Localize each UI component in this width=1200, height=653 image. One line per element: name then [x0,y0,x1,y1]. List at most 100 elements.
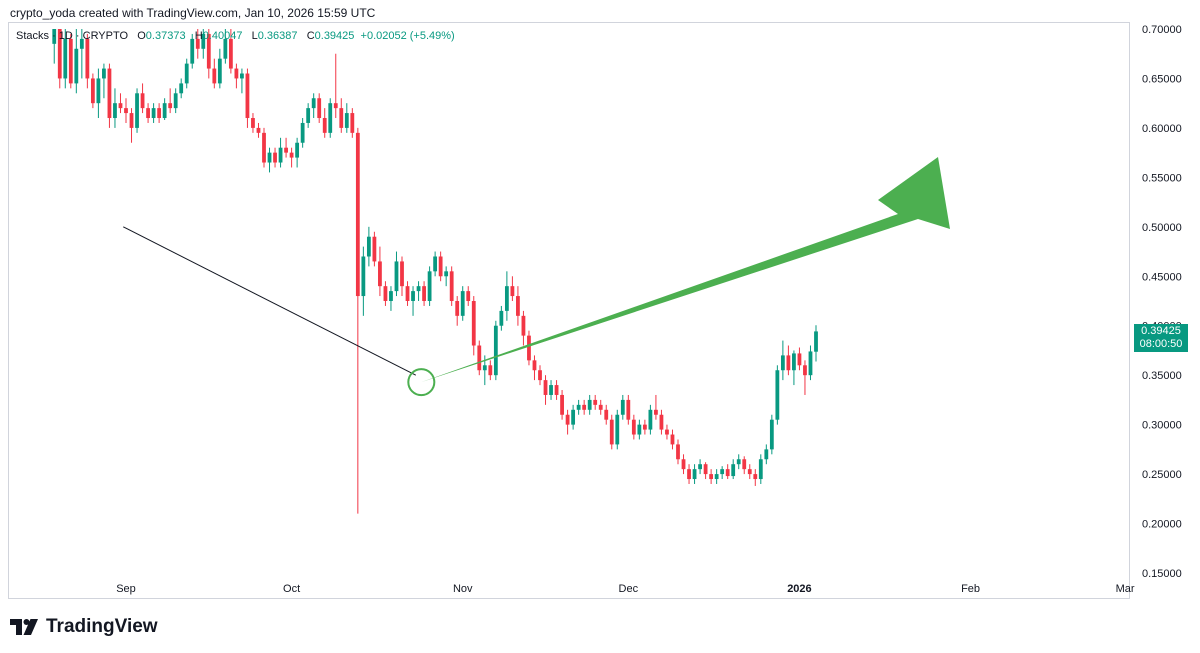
candle-body [135,93,139,128]
candle-body [814,331,818,352]
candle-body [85,38,90,79]
candle-body [79,38,84,49]
candle-body [124,108,128,114]
candle-body [488,365,493,376]
candle-body [339,108,344,128]
candle-body [328,103,333,133]
candle-body [295,142,300,158]
legend-symbol: Stacks · 1D · CRYPTO [16,30,129,42]
candle-body [355,132,360,297]
candle-body [74,48,79,84]
y-tick-label: 0.55000 [1142,172,1182,184]
candle-body [256,127,261,133]
candle-body [190,38,195,64]
candle-body [350,113,355,133]
legend-low-label: L [251,30,258,42]
header-caption: crypto_yoda created with TradingView.com… [10,6,376,20]
candle-body [173,93,178,109]
candle-body [471,301,476,346]
tradingview-logo-icon [10,619,38,635]
candle-body [400,261,404,287]
candle-body [698,464,702,470]
candle-body [598,404,603,410]
last-price-value: 0.39425 [1141,325,1181,337]
candle-body [576,404,581,410]
candle-body [720,469,725,475]
candle-body [521,315,526,336]
candle-body [775,370,780,420]
candle-body [201,33,206,49]
legend-close-label: C [306,30,315,42]
y-tick-label: 0.35000 [1142,370,1182,382]
candle-body [460,291,465,316]
candle-body [102,68,106,79]
candle-body [681,459,686,470]
trendline [123,226,417,376]
candle-body [52,29,57,44]
legend-change: +0.02052 (+5.49%) [360,30,455,42]
candle-body [571,409,576,425]
candle-body [267,152,272,163]
candle-body [604,409,609,420]
candle-body [107,68,112,119]
candle-body [714,474,719,480]
candle-body [532,360,537,371]
legend-high: 0.40047 [202,30,243,42]
breakout-circle [407,368,436,397]
candle-body [659,414,664,430]
candle-body [118,103,123,109]
y-tick-label: 0.30000 [1142,420,1182,432]
candle-body [560,394,564,415]
candle-body [709,474,714,480]
candle-body [394,261,399,292]
candle-body [504,286,509,311]
candle-body [792,353,796,371]
chart-frame[interactable] [8,22,1130,599]
y-axis: 0.70000 0.65000 0.60000 0.55000 0.50000 0.450… [1142,24,1182,580]
candle-body [620,399,625,415]
candle-body [157,108,162,119]
candle-body [405,286,410,301]
candle-body [626,399,631,420]
candle-body [422,286,426,301]
candle-body [146,108,150,119]
candle-body [736,459,741,465]
candle-body [234,68,239,79]
candle-body [245,73,250,119]
candle-body [543,380,548,395]
x-tick-label: 2026 [787,583,811,595]
bar-countdown: 08:00:50 [1139,338,1183,350]
legend-close: 0.39425 [314,30,355,42]
y-tick-label: 0.20000 [1142,519,1182,531]
candle-body [372,236,377,262]
x-tick-label: Dec [619,583,639,595]
candle-body [344,113,349,128]
candle-body [411,291,415,301]
candle-body [516,296,520,316]
candle-body [493,325,498,376]
y-tick-label: 0.50000 [1142,222,1182,234]
candle-body [129,113,134,128]
candle-body [433,256,438,272]
y-tick-label: 0.70000 [1142,24,1182,36]
candle-body [90,78,95,104]
candle-body [151,108,156,119]
tradingview-logo[interactable]: TradingView [10,615,158,639]
candle-body [179,83,184,94]
candle-body [703,464,708,475]
legend-low: 0.36387 [257,30,298,42]
y-tick-label: 0.15000 [1142,568,1182,580]
candle-body [554,385,559,395]
x-tick-label: Sep [116,583,136,595]
candle-body [676,444,680,460]
candle-body [57,29,62,79]
candle-body [63,38,68,79]
candle-body [217,58,222,84]
candle-body [206,33,211,69]
candle-body [637,424,642,435]
candle-body [96,78,101,104]
candle-body [228,38,233,69]
candle-body [549,385,553,395]
legend-open-label: O [137,30,146,42]
